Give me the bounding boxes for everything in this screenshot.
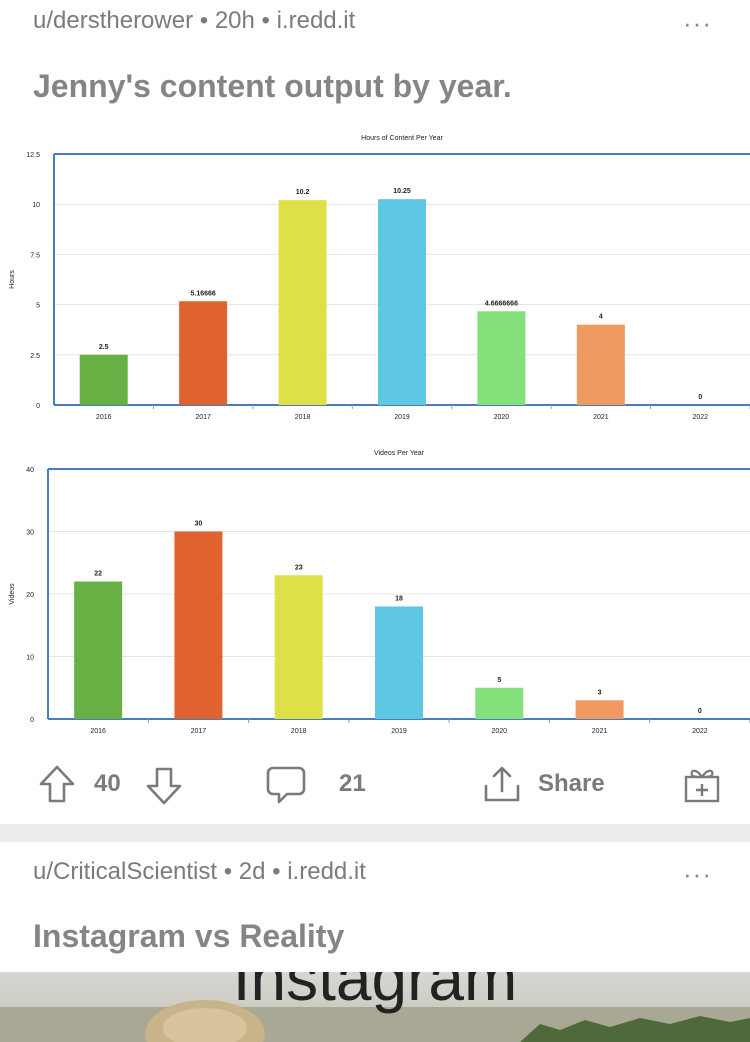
upvote-icon <box>39 765 75 803</box>
bar-2019 <box>378 199 426 405</box>
y-axis-label: Videos <box>9 583 16 605</box>
post-action-bar: 40 21 Share <box>0 744 750 824</box>
x-tick-label: 2019 <box>391 728 407 735</box>
instagram-meme-image: Instagram <box>0 972 750 1042</box>
hours-chart-svg: Hours of Content Per Year 0 2.5 5 7.5 10 12.5 H… <box>9 135 750 421</box>
post-meta[interactable]: u/CriticalScientist • 2d • i.redd.it <box>33 858 366 885</box>
data-label-2021: 3 <box>598 689 602 696</box>
comments-button[interactable] <box>265 764 307 806</box>
y-tick-label: 20 <box>26 592 34 599</box>
x-tick-label: 2017 <box>195 414 211 421</box>
y-tick-label: 10 <box>26 655 34 662</box>
x-tick-label: 2020 <box>491 728 507 735</box>
downvote-icon <box>146 767 182 805</box>
data-label-2022: 0 <box>698 708 702 715</box>
comment-icon <box>266 766 306 804</box>
data-label-2022: 0 <box>698 394 702 401</box>
chart-title: Videos Per Year <box>374 450 425 457</box>
data-label-2021: 4 <box>599 314 603 321</box>
post-image[interactable]: Instagram <box>0 972 750 1042</box>
bar-2017 <box>174 531 223 719</box>
data-label-2018: 23 <box>295 564 303 571</box>
chart-title: Hours of Content Per Year <box>361 135 443 142</box>
y-tick-label: 0 <box>36 403 40 410</box>
y-tick-label: 30 <box>26 530 34 537</box>
bar-2016 <box>74 581 123 719</box>
award-button[interactable] <box>682 764 722 804</box>
data-label-2017: 30 <box>195 521 203 528</box>
upvote-button[interactable] <box>38 764 76 804</box>
bar-2018 <box>278 200 327 405</box>
comment-count: 21 <box>339 770 366 797</box>
data-label-2018: 10.2 <box>296 189 310 196</box>
x-tick-label: 2018 <box>291 728 307 735</box>
share-label: Share <box>538 770 605 797</box>
data-label-2017: 5.16666 <box>190 290 215 297</box>
image-caption: Instagram <box>233 972 518 1014</box>
x-tick-label: 2021 <box>592 728 608 735</box>
bar-2016 <box>79 354 128 405</box>
y-tick-label: 2.5 <box>30 353 40 360</box>
y-tick-label: 0 <box>30 717 34 724</box>
chart-hours[interactable]: Hours of Content Per Year 0 2.5 5 7.5 10 12.5 H… <box>0 122 750 436</box>
bar-2018 <box>274 575 323 719</box>
bar-2020 <box>477 311 526 405</box>
post-meta[interactable]: u/derstherower • 20h • i.redd.it <box>33 7 356 34</box>
y-axis-label: Hours <box>9 270 16 289</box>
bar-2019 <box>375 606 423 719</box>
y-tick-label: 7.5 <box>30 252 40 259</box>
bar-2017 <box>179 301 228 405</box>
x-tick-label: 2022 <box>692 414 708 421</box>
data-label-2016: 2.5 <box>99 344 109 351</box>
bar-2020 <box>475 687 524 719</box>
x-tick-label: 2018 <box>295 414 311 421</box>
y-tick-label: 12.5 <box>26 152 40 159</box>
data-label-2019: 10.25 <box>393 188 411 195</box>
gift-icon <box>684 769 720 803</box>
x-tick-label: 2020 <box>494 414 510 421</box>
more-options-icon[interactable]: ··· <box>683 8 712 38</box>
vote-count: 40 <box>94 770 121 797</box>
x-tick-label: 2016 <box>96 414 112 421</box>
post-title[interactable]: Jenny's content output by year. <box>33 68 512 104</box>
post-title[interactable]: Instagram vs Reality <box>33 918 345 954</box>
data-label-2019: 18 <box>395 596 403 603</box>
share-button[interactable]: Share <box>482 764 605 804</box>
x-tick-label: 2019 <box>394 414 410 421</box>
x-tick-label: 2017 <box>191 728 207 735</box>
x-tick-label: 2022 <box>692 728 708 735</box>
data-label-2020: 4.6666666 <box>485 300 518 307</box>
more-options-icon[interactable]: ··· <box>683 859 712 889</box>
bar-2021 <box>576 324 625 405</box>
downvote-button[interactable] <box>145 766 183 806</box>
data-label-2020: 5 <box>497 677 501 684</box>
bar-2021 <box>575 700 624 719</box>
x-tick-label: 2016 <box>90 728 106 735</box>
data-label-2016: 22 <box>94 571 102 578</box>
post-divider <box>0 824 750 842</box>
y-tick-label: 10 <box>32 202 40 209</box>
x-tick-label: 2021 <box>593 414 609 421</box>
chart-videos[interactable]: Videos Per Year 0 10 20 30 40 Videos 22 2016 30 20… <box>0 436 750 744</box>
y-tick-label: 40 <box>26 467 34 474</box>
y-tick-label: 5 <box>36 303 40 310</box>
videos-chart-svg: Videos Per Year010203040Videos2220163020… <box>9 450 750 735</box>
share-icon <box>484 766 520 802</box>
